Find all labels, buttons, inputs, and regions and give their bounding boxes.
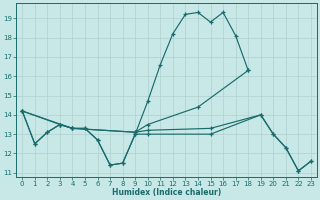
X-axis label: Humidex (Indice chaleur): Humidex (Indice chaleur): [112, 188, 221, 197]
